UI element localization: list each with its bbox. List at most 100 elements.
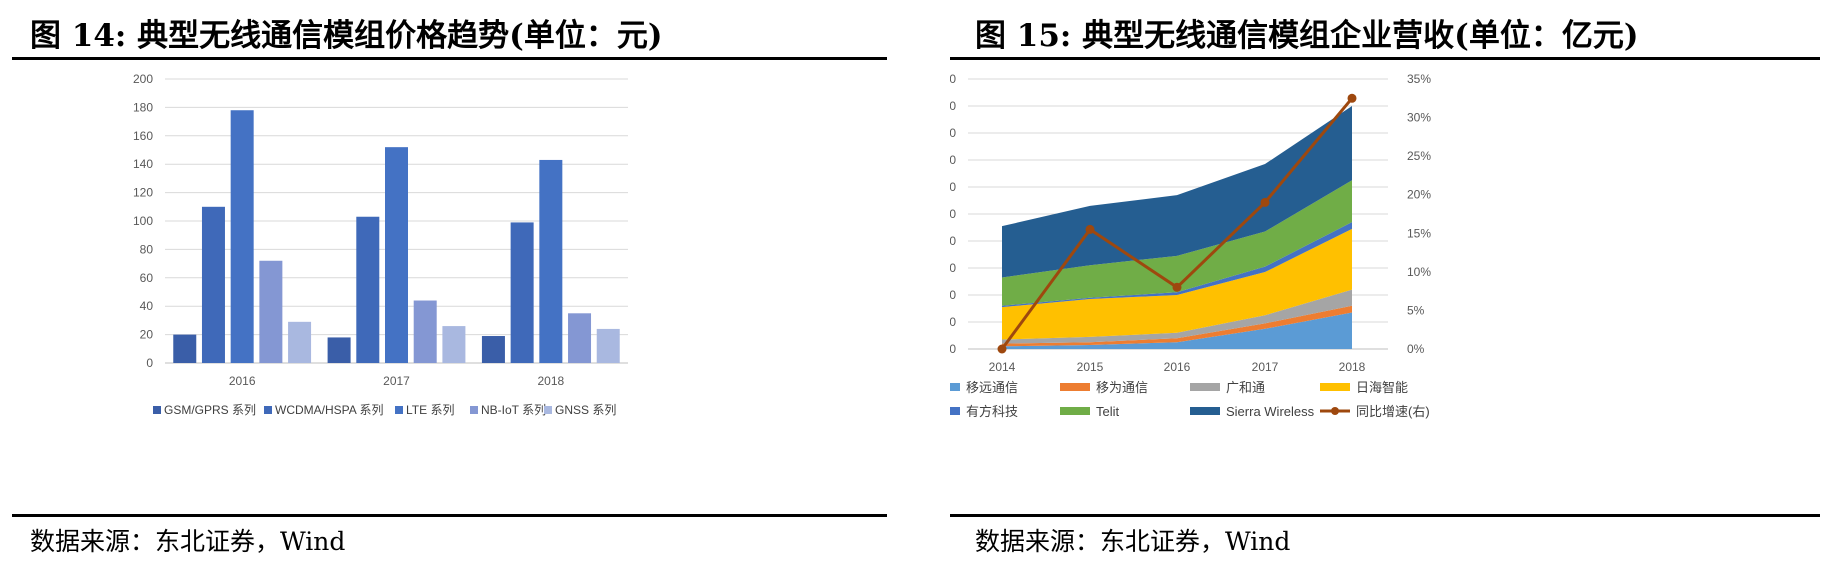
y-tick-label: 160 [133, 129, 153, 143]
growth-point [1172, 282, 1182, 292]
bar [327, 337, 351, 363]
y-tick-label: 180 [950, 99, 956, 113]
figure-14-title: 图 14: 典型无线通信模组价格趋势(单位：元) [30, 18, 663, 54]
y-tick-label: 40 [140, 299, 154, 313]
y-tick-label: 140 [133, 157, 153, 171]
y2-tick-label: 5% [1407, 303, 1425, 317]
y-tick-label: 200 [950, 72, 956, 86]
legend-swatch [544, 406, 552, 414]
y-tick-label: 140 [950, 153, 956, 167]
x-tick-label: 2017 [1252, 360, 1279, 374]
legend-label: 同比增速(右) [1356, 404, 1430, 419]
y-tick-label: 40 [950, 288, 956, 302]
y2-tick-label: 10% [1407, 265, 1431, 279]
bar [510, 222, 534, 363]
y-tick-label: 80 [950, 234, 956, 248]
y2-tick-label: 20% [1407, 188, 1431, 202]
area-series [1002, 312, 1352, 349]
figure-14-top-rule [12, 57, 887, 60]
bar [596, 328, 620, 363]
bar [173, 334, 197, 363]
y-tick-label: 180 [133, 100, 153, 114]
legend-swatch [153, 406, 161, 414]
legend-swatch [950, 383, 960, 391]
figure-15-source: 数据来源：东北证券，Wind [975, 527, 1291, 556]
bar [413, 300, 437, 363]
legend-label: 广和通 [1226, 380, 1265, 395]
x-tick-label: 2018 [537, 374, 564, 388]
x-tick-label: 2014 [989, 360, 1016, 374]
legend-swatch [950, 407, 960, 415]
legend-label: WCDMA/HSPA 系列 [275, 403, 383, 417]
growth-point [1347, 93, 1357, 103]
figure-15-bottom-rule [950, 514, 1820, 517]
y-tick-label: 0 [146, 356, 153, 370]
y-tick-label: 160 [950, 126, 956, 140]
legend-swatch [1060, 383, 1090, 391]
legend-swatch [395, 406, 403, 414]
bar [356, 216, 380, 363]
y-tick-label: 120 [950, 180, 956, 194]
bar [385, 147, 408, 363]
figure-15-title: 图 15: 典型无线通信模组企业营收(单位：亿元) [975, 18, 1639, 54]
bar [201, 206, 225, 363]
y-tick-label: 20 [140, 328, 154, 342]
legend-label: 日海智能 [1356, 380, 1408, 395]
y-tick-label: 100 [950, 207, 956, 221]
bar [230, 110, 254, 363]
figure-14-source: 数据来源：东北证券，Wind [30, 527, 346, 556]
y2-tick-label: 0% [1407, 342, 1425, 356]
legend-swatch [264, 406, 272, 414]
growth-point [997, 344, 1007, 354]
x-tick-label: 2017 [383, 374, 410, 388]
area-series [1002, 106, 1352, 278]
figure-14-panel: 图 14: 典型无线通信模组价格趋势(单位：元) 0 20 40 60 80 100 120… [0, 0, 890, 561]
growth-point [1085, 224, 1095, 234]
legend-swatch [1190, 383, 1220, 391]
figure-15-panel: 图 15: 典型无线通信模组企业营收(单位：亿元) 0 20 40 60 80 100 12… [950, 0, 1823, 561]
legend-label: 有方科技 [966, 404, 1018, 419]
x-tick-label: 2018 [1339, 360, 1366, 374]
bar [481, 336, 505, 363]
y-tick-label: 80 [140, 242, 154, 256]
bar [288, 321, 312, 363]
area-series [1002, 180, 1352, 306]
y-tick-label: 100 [133, 214, 153, 228]
bar [568, 313, 592, 363]
y-tick-label: 0 [950, 342, 956, 356]
legend-label: LTE 系列 [406, 403, 454, 417]
y-tick-label: 200 [133, 72, 153, 86]
legend-label: GNSS 系列 [555, 403, 616, 417]
y-tick-label: 60 [950, 261, 956, 275]
legend-swatch [1060, 407, 1090, 415]
legend-swatch-marker [1331, 407, 1339, 415]
legend-swatch [470, 406, 478, 414]
figure-15-top-rule [950, 57, 1820, 60]
revenue-stacked-area-chart: 0 20 40 60 80 100 120 140 160 180 200 0% 5% 10% 15% 20%… [950, 72, 1431, 419]
growth-point [1260, 197, 1270, 207]
legend-swatch [1190, 407, 1220, 415]
y2-tick-label: 15% [1407, 226, 1431, 240]
legend-label: GSM/GPRS 系列 [164, 403, 256, 417]
bar [539, 159, 563, 363]
legend-label: Sierra Wireless [1226, 404, 1315, 419]
x-tick-label: 2016 [229, 374, 256, 388]
y-tick-label: 20 [950, 315, 956, 329]
legend-label: 移为通信 [1096, 380, 1148, 395]
bar [442, 326, 466, 363]
y-tick-label: 120 [133, 186, 153, 200]
x-tick-label: 2016 [1164, 360, 1191, 374]
price-trend-bar-chart: 0 20 40 60 80 100 120 140 160 180 200 2016 2017 2018 G… [133, 72, 628, 417]
legend-label: Telit [1096, 404, 1120, 419]
legend-label: NB-IoT 系列 [481, 403, 546, 417]
x-tick-label: 2015 [1077, 360, 1104, 374]
y2-tick-label: 35% [1407, 72, 1431, 86]
figure-14-bottom-rule [12, 514, 887, 517]
y2-tick-label: 30% [1407, 111, 1431, 125]
area-series [1002, 228, 1352, 340]
legend-label: 移远通信 [966, 380, 1018, 395]
y-tick-label: 60 [140, 271, 154, 285]
area-series [1002, 289, 1352, 344]
y2-tick-label: 25% [1407, 149, 1431, 163]
bar [259, 260, 283, 363]
